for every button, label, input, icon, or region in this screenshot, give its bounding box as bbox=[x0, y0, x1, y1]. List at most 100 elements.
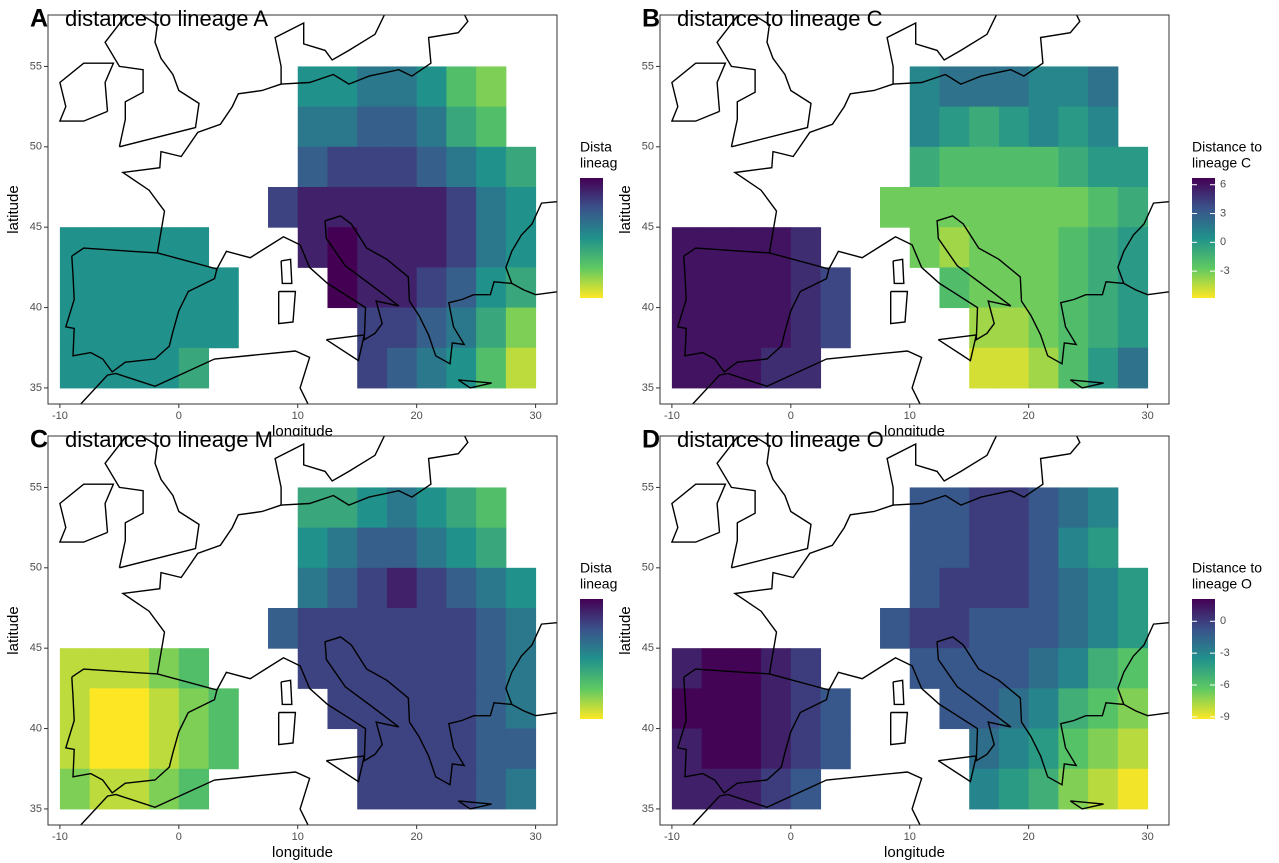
raster-cell bbox=[297, 106, 328, 148]
raster-cell bbox=[1028, 267, 1059, 309]
raster-cell bbox=[1058, 567, 1089, 609]
raster-cell bbox=[386, 106, 418, 148]
x-tick-label: 20 bbox=[1023, 831, 1035, 843]
raster-cell bbox=[909, 227, 940, 268]
raster-cell bbox=[59, 267, 91, 309]
coastline bbox=[64, 247, 218, 373]
raster-cell bbox=[297, 487, 328, 529]
x-tick-label: 0 bbox=[788, 831, 794, 843]
raster-cell bbox=[939, 66, 970, 108]
raster-cell bbox=[671, 728, 703, 770]
raster-cell bbox=[386, 567, 418, 609]
y-tick-label: 40 bbox=[30, 301, 42, 313]
raster-cell bbox=[327, 607, 358, 649]
raster-cell bbox=[969, 648, 1000, 689]
raster-cell bbox=[476, 607, 507, 649]
panel: -10 0 10 20 30 35 40 45 50 55 longitude latitude D di… bbox=[617, 426, 1262, 861]
colorbar-tick-label: -9 bbox=[1220, 711, 1230, 723]
raster-cell bbox=[909, 66, 940, 108]
raster-cell bbox=[476, 487, 507, 529]
raster-cell bbox=[476, 106, 507, 148]
x-axis-title: longitude bbox=[272, 844, 333, 861]
coastline bbox=[1069, 379, 1104, 389]
raster-cell bbox=[1028, 527, 1059, 569]
raster-cell bbox=[1088, 567, 1119, 609]
x-tick-label: -10 bbox=[52, 410, 68, 422]
coastline bbox=[828, 215, 1169, 365]
colorbar bbox=[580, 178, 603, 298]
raster-cell bbox=[880, 186, 911, 228]
raster-cell bbox=[998, 527, 1030, 569]
raster-cell bbox=[1028, 607, 1059, 649]
raster-cell bbox=[416, 527, 447, 569]
colorbar bbox=[1192, 599, 1215, 719]
panel-title: distance to lineage O bbox=[677, 427, 884, 452]
raster-cell bbox=[178, 227, 210, 268]
plot-border bbox=[47, 435, 558, 826]
colorbar-tick-label: 6 bbox=[1220, 179, 1226, 191]
coastline bbox=[280, 679, 293, 706]
raster-cell bbox=[386, 648, 418, 689]
raster-cell bbox=[446, 106, 477, 148]
raster-cell bbox=[1058, 527, 1089, 569]
x-tick-label: 0 bbox=[176, 831, 182, 843]
raster-cell bbox=[386, 66, 418, 108]
raster-cell bbox=[998, 66, 1030, 108]
raster-cell bbox=[671, 227, 703, 268]
raster-cell bbox=[327, 567, 358, 609]
raster-cell bbox=[790, 227, 822, 268]
raster-cell bbox=[178, 307, 210, 349]
raster-cell bbox=[446, 527, 477, 569]
raster-cell bbox=[149, 688, 180, 730]
y-tick-label: 55 bbox=[30, 481, 42, 493]
coastline bbox=[890, 711, 909, 746]
raster-cell bbox=[1028, 728, 1059, 770]
x-tick-label: 0 bbox=[176, 410, 182, 422]
raster-cell bbox=[416, 487, 447, 529]
raster-cell bbox=[416, 227, 447, 268]
raster-cell bbox=[386, 688, 418, 730]
raster-cell bbox=[416, 66, 447, 108]
coastline bbox=[280, 258, 293, 285]
raster-cell bbox=[1088, 146, 1119, 188]
x-tick-label: 20 bbox=[411, 831, 423, 843]
raster-cell bbox=[297, 66, 328, 108]
raster-cell bbox=[701, 227, 732, 268]
coastline bbox=[732, 15, 998, 254]
panel-label: B bbox=[642, 5, 660, 33]
x-tick-label: 30 bbox=[529, 410, 541, 422]
coastline bbox=[1117, 622, 1169, 705]
raster-cell bbox=[701, 728, 732, 770]
raster-cell bbox=[357, 347, 388, 389]
raster-cell bbox=[476, 267, 507, 309]
raster-cell bbox=[416, 267, 447, 309]
raster-cell bbox=[208, 267, 239, 309]
x-tick-label: -10 bbox=[664, 410, 680, 422]
raster-cell bbox=[1117, 768, 1149, 810]
raster-cell bbox=[357, 688, 388, 730]
raster-cell bbox=[446, 186, 477, 228]
raster-cell bbox=[998, 688, 1030, 730]
raster-cell bbox=[327, 688, 358, 730]
raster-cell bbox=[119, 227, 150, 268]
raster-cell bbox=[731, 227, 762, 268]
coastline bbox=[828, 636, 1169, 786]
raster-cell bbox=[59, 768, 91, 810]
raster-cell bbox=[731, 688, 762, 730]
coastline bbox=[505, 622, 557, 705]
raster-cell bbox=[1028, 347, 1059, 389]
coastline bbox=[325, 334, 366, 362]
raster-cell bbox=[939, 487, 970, 529]
raster-cell bbox=[505, 227, 537, 268]
raster-cell bbox=[297, 186, 328, 228]
coastline bbox=[58, 483, 115, 543]
raster bbox=[671, 66, 1149, 389]
raster-cell bbox=[1058, 487, 1089, 529]
coastline bbox=[691, 771, 923, 825]
coastline bbox=[691, 350, 923, 404]
raster-cell bbox=[386, 186, 418, 228]
raster-cell bbox=[1028, 146, 1059, 188]
raster-cell bbox=[671, 648, 703, 689]
